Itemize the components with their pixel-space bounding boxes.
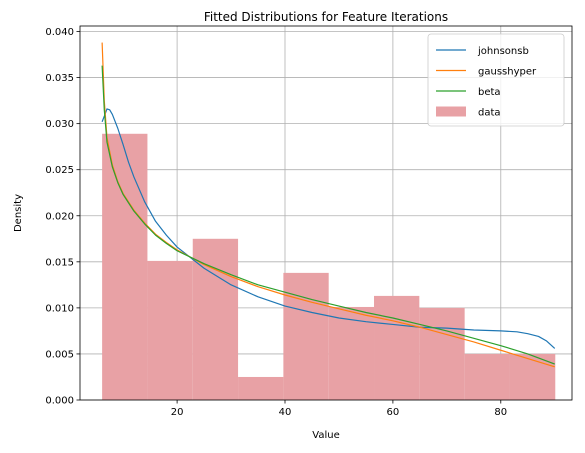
histogram-bar [419,307,465,400]
legend-label-gausshyper: gausshyper [478,67,537,78]
histogram-bar [192,238,239,400]
y-tick-label: 0.000 [45,396,74,407]
histogram-bar [238,376,284,400]
legend-label-johnsonsb: johnsonsb [477,46,529,57]
x-tick-label: 40 [279,407,292,418]
legend-entries: johnsonsb gausshyper beta data [436,46,537,119]
y-tick-label: 0.030 [45,119,74,130]
histogram-bar [328,306,375,400]
legend-swatch-data [436,106,466,117]
y-tick-label: 0.020 [45,211,74,222]
series-line-beta [101,65,555,365]
histogram-bar [374,295,420,400]
histogram-bars [102,133,556,400]
histogram-bar [147,260,193,400]
y-axis-label: Density [13,194,24,232]
plot-frame [79,25,573,401]
legend-label-beta: beta [478,87,501,98]
legend-box [427,33,565,127]
legend-label-data: data [478,108,501,119]
y-tick-label: 0.025 [45,165,74,176]
y-tick-label: 0.015 [45,257,74,268]
histogram-bar [102,133,148,400]
legend: johnsonsb gausshyper beta data [427,33,565,127]
y-axis-ticks: 0.000 0.005 0.010 0.015 0.020 0.025 0.030 0.035… [45,27,80,407]
x-tick-label: 60 [387,407,400,418]
series-line-johnsonsb [101,108,556,349]
x-axis-ticks: 20 40 60 80 [171,400,507,418]
x-axis-label: Value [312,430,339,441]
y-tick-label: 0.035 [45,73,74,84]
histogram-bar [283,272,329,400]
fit-lines [101,42,556,368]
y-tick-label: 0.005 [45,349,74,360]
y-tick-label: 0.040 [45,27,74,38]
y-tick-label: 0.010 [45,303,74,314]
x-tick-label: 80 [494,407,507,418]
chart-title: Fitted Distributions for Feature Iterati… [204,10,448,24]
x-tick-label: 20 [171,407,184,418]
histogram-bar [464,353,510,400]
histogram-bar [509,353,556,400]
